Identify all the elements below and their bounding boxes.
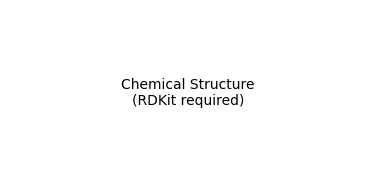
Text: Chemical Structure
(RDKit required): Chemical Structure (RDKit required): [121, 78, 255, 108]
